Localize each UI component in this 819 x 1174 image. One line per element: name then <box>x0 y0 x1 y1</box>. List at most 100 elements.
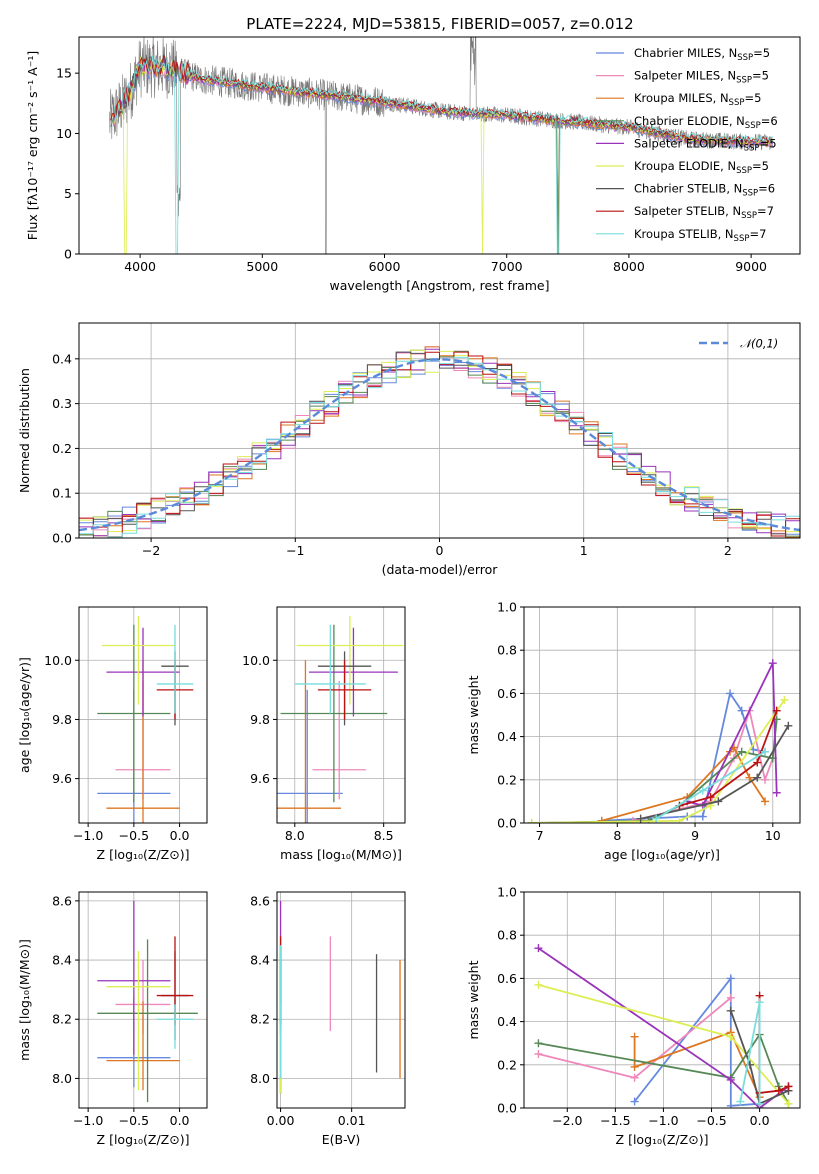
weight-point-marker <box>652 814 661 823</box>
weight-series-line <box>687 662 778 807</box>
weight-point-marker <box>761 775 770 784</box>
legend-name: Chabrier ELODIE, N <box>634 114 745 128</box>
y-tick-label: 9.6 <box>250 771 270 786</box>
y-tick-label: 0.4 <box>52 351 72 366</box>
x-tick-label: 8 <box>613 828 621 843</box>
legend-sub: SSP <box>741 211 757 221</box>
legend-name: Chabrier MILES, N <box>634 46 737 60</box>
x-tick-label: −1.0 <box>73 828 103 843</box>
y-axis-label: mass weight <box>466 675 481 754</box>
axes-frame <box>78 36 801 255</box>
weight-point-marker <box>527 819 536 823</box>
y-tick-label: 9.8 <box>52 712 72 727</box>
weight-point-marker <box>737 747 746 756</box>
axes-frame <box>78 322 801 539</box>
errorbar-point <box>280 624 388 803</box>
y-tick-label: 8.0 <box>52 1071 72 1086</box>
x-axis-label: E(B-V) <box>322 1132 361 1147</box>
weight-point-marker <box>706 793 715 802</box>
y-tick-label: 10.0 <box>44 653 72 668</box>
weight-point-marker <box>755 1099 764 1108</box>
weight-series-line <box>633 975 760 1107</box>
y-tick-label: 0.8 <box>497 643 517 658</box>
weight-point-marker <box>737 706 746 715</box>
x-tick-label: 4000 <box>124 259 156 274</box>
panel-mass_vs_ebv: 0.00 0.01 8.0 8.2 8.4 8.6 E(B-V) <box>250 891 406 1147</box>
y-tick-label: 9.8 <box>250 712 270 727</box>
panel-residuals: −2 −1 0 1 2 0.0 0.1 0.2 0.3 0.4 (data-model)/error… <box>17 322 801 577</box>
x-axis-label: Z [log₁₀(Z/Z⊙)] <box>616 1132 709 1147</box>
x-tick-label: −1.0 <box>73 1113 103 1128</box>
y-tick-label: 9.6 <box>52 771 72 786</box>
errorbar-point <box>294 624 366 714</box>
plot-area-mass_vs_ebv <box>277 892 405 1108</box>
weight-point-marker <box>714 797 723 806</box>
y-tick-label: 0.0 <box>497 816 517 831</box>
weight-point-marker <box>698 812 707 821</box>
y-tick-label: 8.2 <box>250 1012 270 1027</box>
weight-point-marker <box>726 1032 735 1041</box>
x-tick-label: 5000 <box>246 259 278 274</box>
weight-point-marker <box>772 788 781 797</box>
weight-point-marker <box>675 816 684 823</box>
y-axis-label: age [log₁₀(age/yr)] <box>17 657 32 773</box>
y-axis-label: Normed distribution <box>17 368 32 493</box>
x-tick-label: 0.0 <box>170 1113 190 1128</box>
weight-point-marker <box>753 773 762 782</box>
y-tick-label: 10 <box>56 126 72 141</box>
weight-series-line <box>633 1031 761 1098</box>
axes-frame <box>276 606 406 824</box>
weight-point-marker <box>698 786 707 795</box>
model-spectrum-line <box>113 59 774 149</box>
model-spectrum-line <box>113 56 774 254</box>
weight-point-marker <box>630 1097 639 1106</box>
y-tick-label: 10.0 <box>242 653 270 668</box>
y-tick-label: 0.2 <box>52 441 72 456</box>
weight-point-marker <box>745 773 754 782</box>
panel-weight_vs_Z: −2.0 −1.5 −1.0 −0.5 0.0 0.0 0.2 0.4 0.6 0.8 1.0 Z [… <box>466 885 801 1147</box>
legend-count: =5 <box>753 46 770 60</box>
weight-point-marker <box>630 1062 639 1071</box>
weight-point-marker <box>761 747 770 756</box>
x-tick-label: 1 <box>580 543 588 558</box>
y-tick-label: 0.8 <box>497 928 517 943</box>
legend-name: Chabrier STELIB, N <box>634 182 742 196</box>
axes-frame <box>523 891 801 1109</box>
x-tick-label: −2.0 <box>552 1113 582 1128</box>
x-tick-label: 8.5 <box>374 828 394 843</box>
weight-point-marker <box>534 1039 543 1048</box>
axes-frame <box>78 606 208 824</box>
y-tick-label: 0.0 <box>497 1101 517 1116</box>
x-axis-label: Z [log₁₀(Z/Z⊙)] <box>97 847 190 862</box>
panel-age_vs_Z: −1.0 −0.5 0.0 9.6 9.8 10.0 Z [log₁₀(Z/Z⊙)] age … <box>17 606 208 862</box>
legend-name: Kroupa STELIB, N <box>634 227 734 241</box>
errorbar-point <box>97 900 171 1055</box>
legend-entry: Chabrier ELODIE, NSSP=6 <box>634 114 778 131</box>
errorbar-point <box>156 624 194 714</box>
y-tick-label: 0.4 <box>497 1014 517 1029</box>
x-tick-label: 8.0 <box>285 828 305 843</box>
weight-point-marker <box>726 1075 735 1084</box>
legend-sub: SSP <box>729 98 745 108</box>
x-tick-label: −0.5 <box>119 1113 149 1128</box>
plot-area-age_vs_mass <box>277 607 405 823</box>
normal-reference-curve <box>79 358 800 532</box>
weight-point-marker <box>630 1032 639 1041</box>
legend-sub: SSP <box>745 121 761 131</box>
weight-point-marker <box>772 706 781 715</box>
x-tick-label: 10 <box>765 828 781 843</box>
weight-point-marker <box>780 695 789 704</box>
legend-entry: Kroupa MILES, NSSP=5 <box>634 91 761 108</box>
y-tick-label: 0.2 <box>497 1057 517 1072</box>
legend-count: =7 <box>757 204 774 218</box>
errorbar-point <box>101 615 175 705</box>
model-spectrum-line <box>113 55 774 254</box>
y-axis-label: Flux [fλ10⁻¹⁷ erg cm⁻² s⁻¹ A⁻¹] <box>25 51 40 240</box>
x-axis-label: (data-model)/error <box>382 562 499 577</box>
legend-name: Salpeter MILES, N <box>634 69 736 83</box>
weight-point-marker <box>753 758 762 767</box>
x-tick-label: 0.0 <box>750 1113 770 1128</box>
errorbar-point <box>312 680 366 800</box>
plot-area-spectrum <box>109 37 774 254</box>
